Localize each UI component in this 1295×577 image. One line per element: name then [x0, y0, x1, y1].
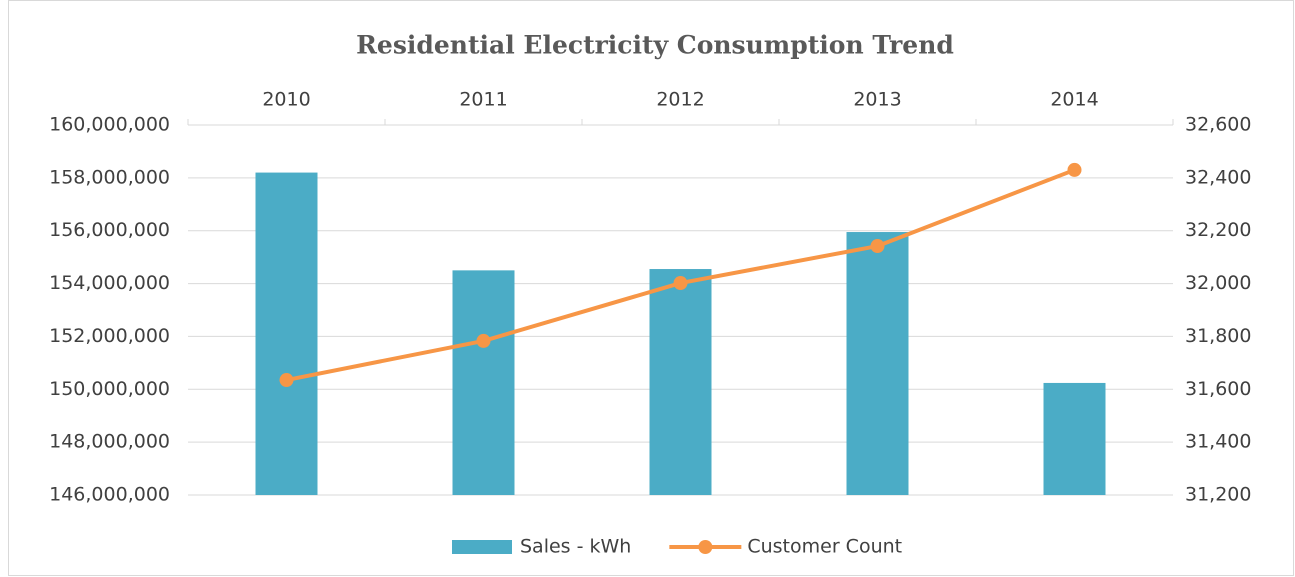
legend-swatch	[452, 540, 512, 554]
y2-tick-label: 32,600	[1185, 114, 1251, 136]
y2-tick-label: 32,000	[1185, 272, 1251, 294]
legend-label: Customer Count	[747, 536, 902, 558]
y2-tick-label: 32,400	[1185, 166, 1251, 188]
line-marker	[1067, 162, 1082, 177]
legend-swatch-marker	[698, 540, 713, 554]
y-tick-label: 156,000,000	[49, 219, 170, 241]
line-marker	[870, 239, 885, 254]
y2-tick-label: 31,600	[1185, 378, 1251, 400]
line-marker	[673, 276, 688, 291]
y2-tick-label: 31,400	[1185, 431, 1251, 453]
bar	[255, 172, 318, 496]
x-tick-label: 2012	[656, 89, 704, 111]
y2-tick-label: 32,200	[1185, 219, 1251, 241]
chart-title: Residential Electricity Consumption Tren…	[356, 31, 954, 60]
y-tick-label: 146,000,000	[49, 484, 170, 506]
x-tick-label: 2013	[853, 89, 901, 111]
line-marker	[476, 333, 491, 348]
x-tick-label: 2011	[459, 89, 507, 111]
y-tick-label: 148,000,000	[49, 431, 170, 453]
x-tick-label: 2014	[1050, 89, 1098, 111]
y-tick-label: 154,000,000	[49, 272, 170, 294]
y-tick-label: 150,000,000	[49, 378, 170, 400]
bar	[649, 269, 712, 495]
y-tick-label: 152,000,000	[49, 325, 170, 347]
y2-tick-label: 31,200	[1185, 484, 1251, 506]
bar	[452, 270, 515, 495]
y2-tick-label: 31,800	[1185, 325, 1251, 347]
x-tick-label: 2010	[262, 89, 310, 111]
bar	[1043, 382, 1106, 495]
y-tick-label: 158,000,000	[49, 166, 170, 188]
y-tick-label: 160,000,000	[49, 114, 170, 136]
legend-label: Sales - kWh	[520, 536, 631, 558]
bar	[846, 232, 909, 496]
line-marker	[279, 373, 294, 388]
